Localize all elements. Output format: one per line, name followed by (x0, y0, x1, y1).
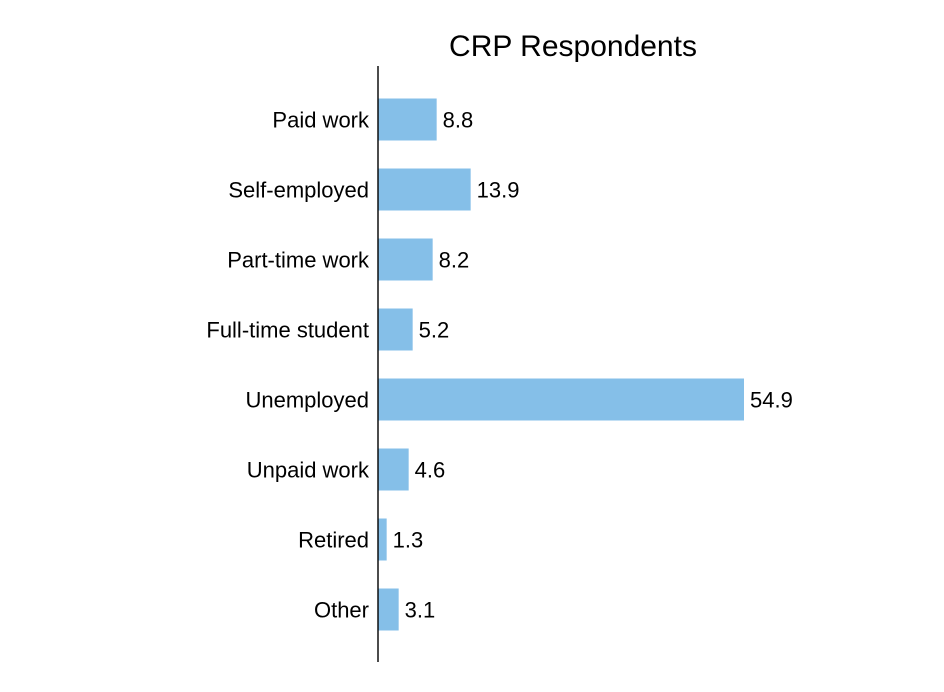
data-label: 3.1 (405, 598, 436, 623)
bar (378, 168, 471, 211)
data-label: 5.2 (419, 318, 450, 343)
category-label: Unpaid work (247, 458, 370, 483)
bar (378, 448, 409, 491)
bar (378, 518, 387, 561)
data-label: 4.6 (415, 458, 446, 483)
data-label: 8.8 (443, 108, 474, 133)
value-labels-layer: 8.8 13.9 8.2 5.2 54.9 4.6 1.3 3.1 (393, 108, 793, 623)
category-labels-layer: Paid work Self-employed Part-time work Full… (206, 108, 370, 623)
category-label: Retired (298, 528, 369, 553)
category-label: Part-time work (227, 248, 370, 273)
bar (378, 238, 433, 281)
bar (378, 98, 437, 141)
data-label: 8.2 (439, 248, 470, 273)
category-label: Paid work (272, 108, 370, 133)
bar (378, 378, 744, 421)
chart-title: CRP Respondents (449, 30, 697, 63)
category-label: Other (314, 598, 369, 623)
bar (378, 588, 399, 631)
category-label: Unemployed (245, 388, 369, 413)
data-label: 54.9 (750, 388, 793, 413)
data-label: 13.9 (477, 178, 520, 203)
data-label: 1.3 (393, 528, 424, 553)
bars-layer (378, 98, 744, 631)
bar (378, 308, 413, 351)
category-label: Full-time student (206, 318, 369, 343)
category-label: Self-employed (228, 178, 369, 203)
